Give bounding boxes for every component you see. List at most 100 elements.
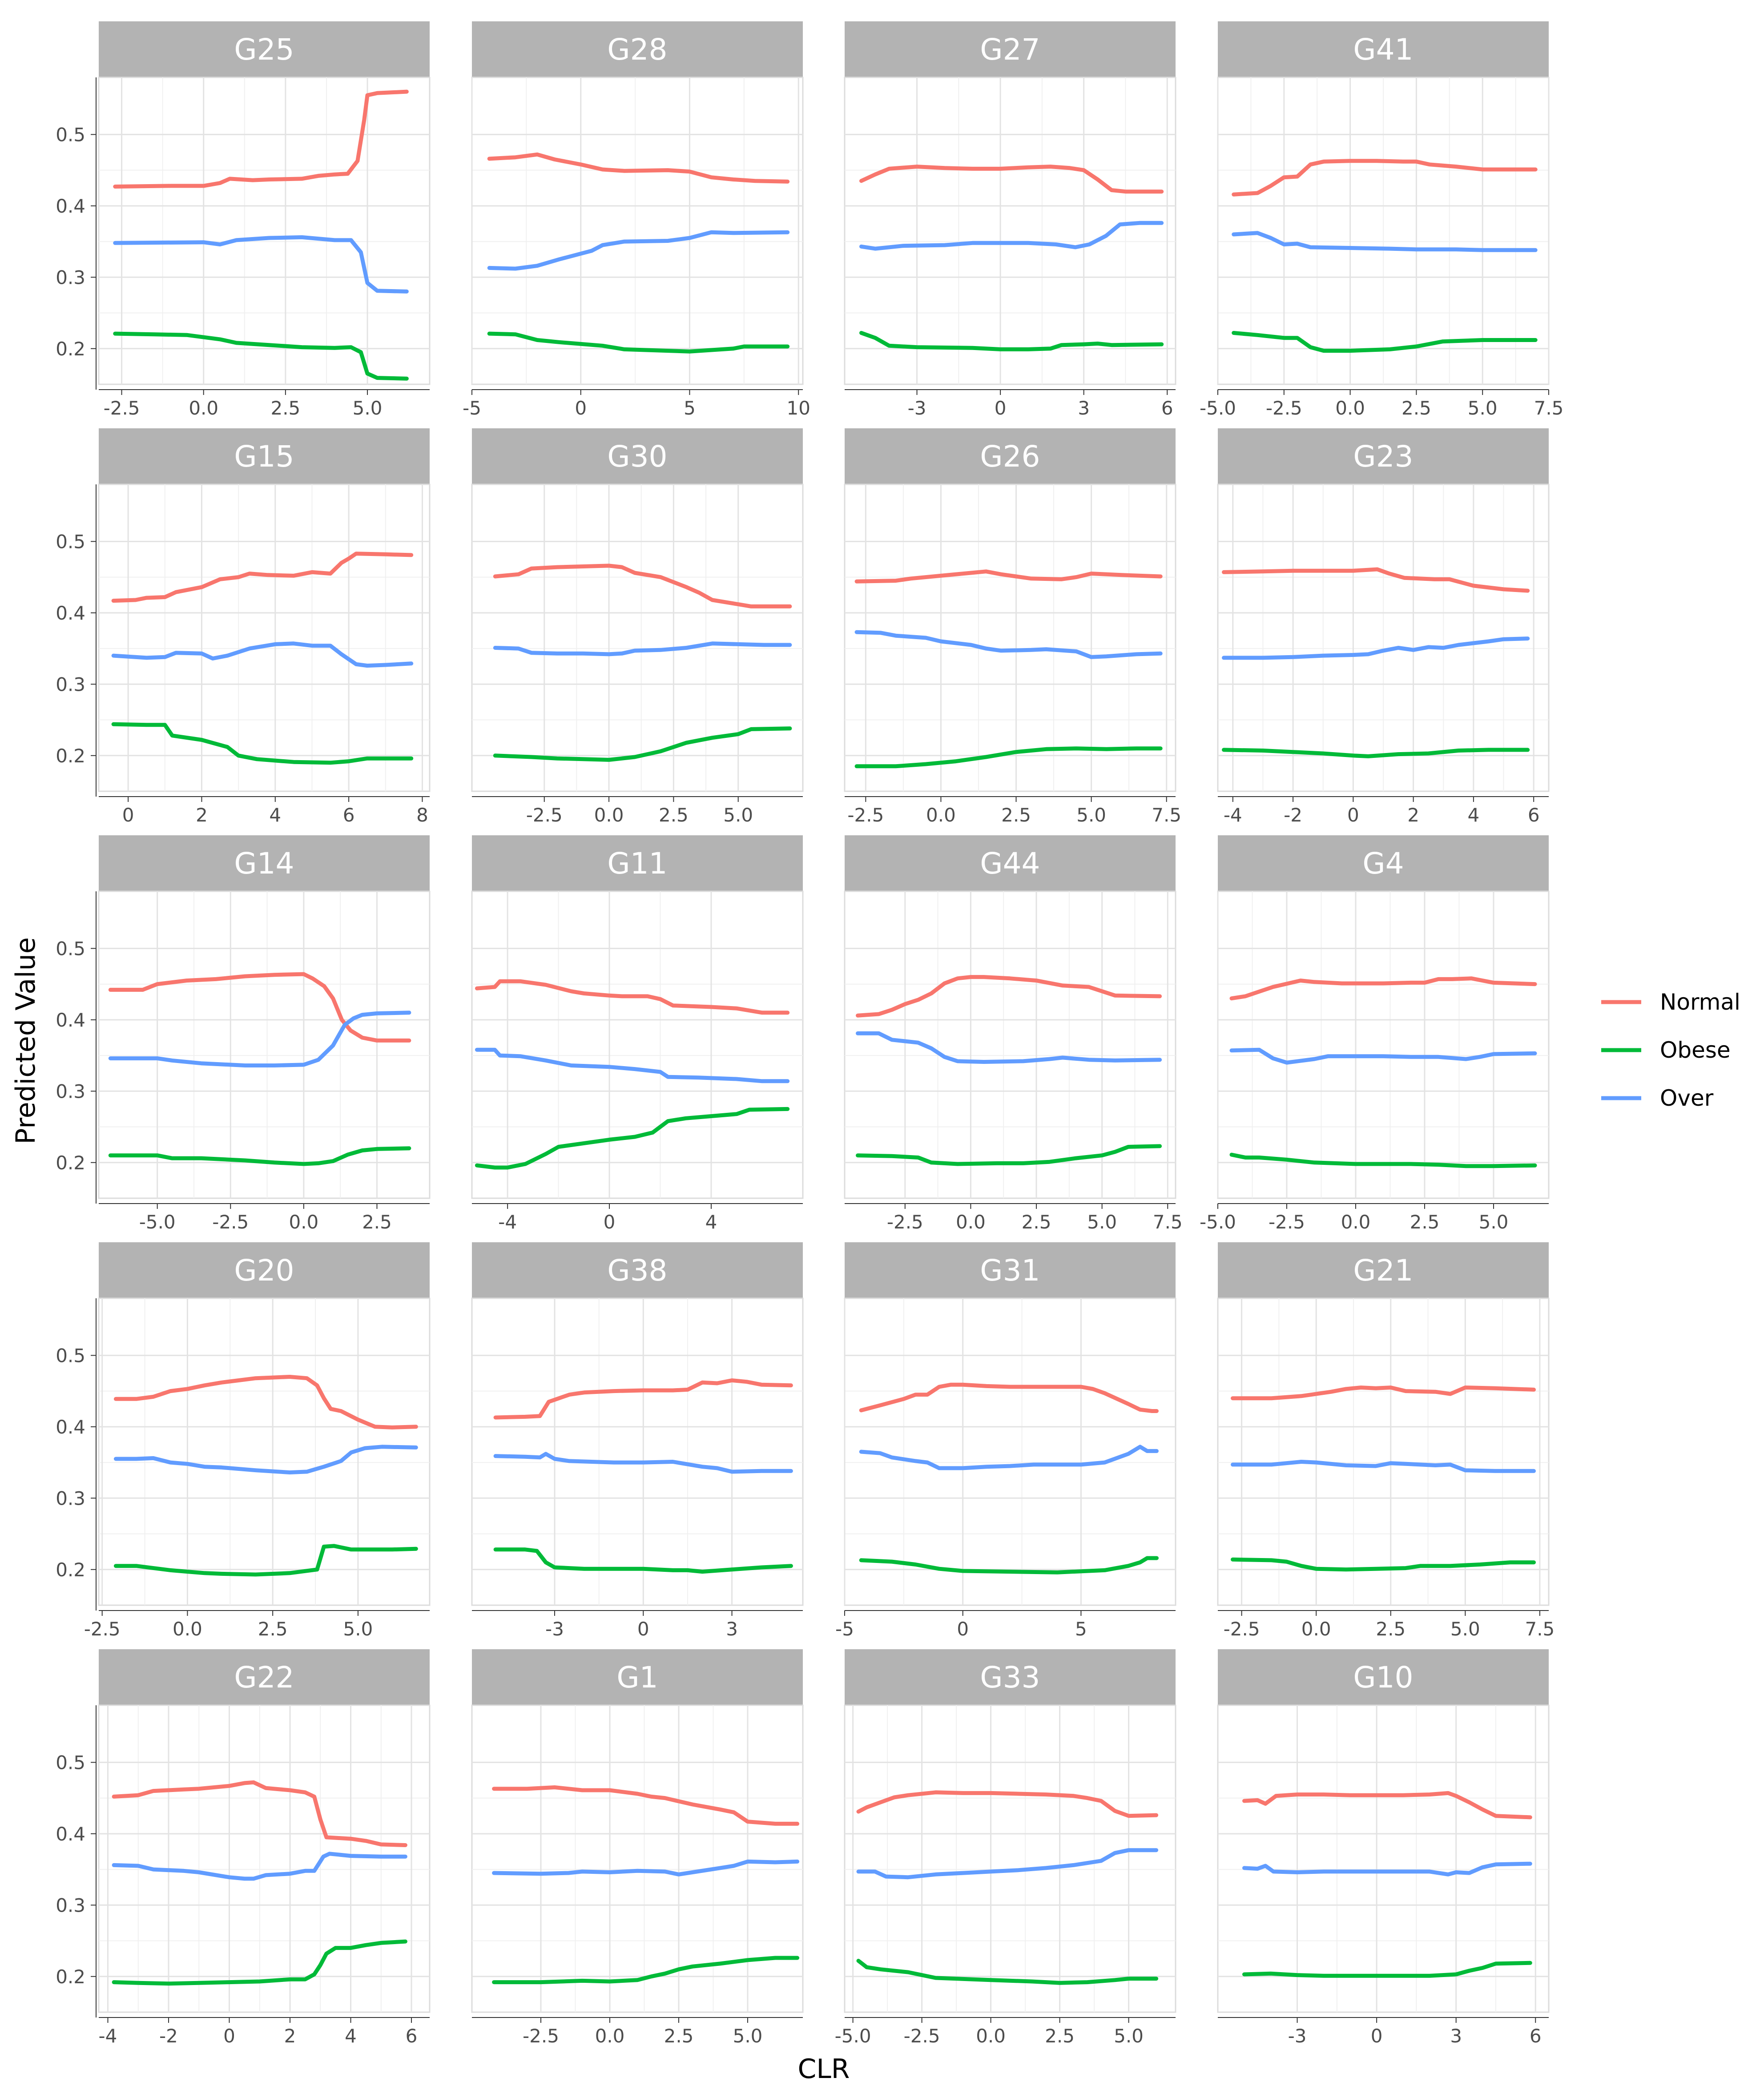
panel-plot-area (98, 483, 431, 792)
panel-strip-label: G44 (980, 846, 1040, 881)
series-line-normal (854, 569, 1163, 584)
panel-strip (845, 1242, 1176, 1298)
series-line-over (859, 221, 1164, 251)
series-line-obese (1229, 1152, 1537, 1168)
panel-strip (99, 1649, 430, 1705)
x-tick-label: -5.0 (139, 1211, 176, 1233)
panel-strip-label: G1 (616, 1660, 658, 1695)
series-line-obese (1232, 331, 1538, 353)
x-tick-label: 4 (269, 804, 281, 826)
series-line-obese (113, 331, 409, 381)
series-line-over (493, 1452, 793, 1474)
x-tick-label: 8 (416, 804, 428, 826)
x-tick-label: 10 (786, 397, 810, 419)
series-line-over (492, 1859, 800, 1877)
x-tick-label: 0 (575, 397, 587, 419)
legend-label: Obese (1660, 1037, 1731, 1063)
panel-strip-label: G31 (980, 1253, 1040, 1288)
y-axis-title: Predicted Value (10, 937, 41, 1144)
series-line-normal (475, 979, 790, 1015)
y-tick-label: 0.2 (56, 1559, 85, 1581)
series-line-normal (113, 89, 409, 189)
panel-g28: G28 -5 0 5 10 (463, 21, 810, 419)
panel-g10: G10 -3 0 3 6 (1217, 1649, 1550, 2047)
panel-strip-label: G33 (980, 1660, 1040, 1695)
series-line-normal (1222, 567, 1530, 593)
series-line-obese (487, 331, 790, 354)
x-tick-label: 2.5 (270, 397, 300, 419)
x-tick-label: 6 (1528, 804, 1540, 826)
panel-strip-label: G38 (607, 1253, 667, 1288)
series-line-normal (493, 564, 792, 608)
x-tick-label: 2.5 (659, 804, 689, 826)
x-tick-label: 6 (406, 2025, 418, 2047)
panel-strip-label: G30 (607, 439, 667, 474)
series-line-obese (108, 1146, 411, 1166)
panel-plot-area (844, 1297, 1176, 1606)
x-tick-label: -5.0 (1200, 1211, 1236, 1233)
y-tick-label: 0.5 (56, 1345, 85, 1366)
x-tick-label: 2 (1407, 804, 1419, 826)
x-tick-label: 0.0 (1335, 397, 1365, 419)
x-tick-label: -2.5 (904, 2025, 940, 2047)
x-tick-label: 5.0 (723, 804, 753, 826)
panel-g30: G30 -2.5 0.0 2.5 5.0 (471, 428, 804, 826)
x-tick-label: 0.0 (1341, 1211, 1371, 1233)
x-tick-label: 2.5 (1410, 1211, 1440, 1233)
series-line-obese (1231, 1557, 1536, 1572)
panel-g11: G11 -4 0 4 (471, 835, 804, 1233)
x-tick-label: 5.0 (343, 1618, 373, 1640)
series-line-normal (859, 1382, 1159, 1413)
x-tick-label: 4 (705, 1211, 717, 1233)
x-tick-label: -2.5 (104, 397, 140, 419)
x-tick-label: -4 (99, 2025, 117, 2047)
x-tick-label: 6 (343, 804, 355, 826)
y-tick-label: 0.3 (56, 673, 85, 695)
panel-g15: G15 0.2 0.3 0.4 0.5 0 2 4 6 8 (56, 428, 431, 826)
series-line-over (856, 1848, 1159, 1880)
x-tick-label: 5.0 (1450, 1618, 1480, 1640)
panel-g20: G20 0.2 0.3 0.4 0.5 -2.5 0.0 2.5 5.0 (56, 1242, 431, 1640)
series-line-obese (1242, 1961, 1532, 1978)
series-line-normal (492, 1785, 800, 1826)
panel-g23: G23 -4 -2 0 2 4 6 (1217, 428, 1550, 826)
panel-strip-label: G11 (607, 846, 667, 881)
y-tick-label: 0.4 (56, 602, 85, 624)
panel-strip-label: G14 (234, 846, 294, 881)
y-tick-label: 0.3 (56, 1894, 85, 1916)
series-line-over (856, 1031, 1162, 1064)
panel-strip-label: G10 (1353, 1660, 1413, 1695)
x-tick-label: -2.5 (523, 2025, 559, 2047)
series-line-over (475, 1047, 790, 1083)
x-tick-label: 5.0 (353, 397, 383, 419)
series-line-over (487, 230, 790, 271)
series-line-over (112, 1852, 407, 1881)
series-line-obese (493, 1547, 793, 1574)
x-tick-label: 7.5 (1152, 804, 1181, 826)
x-tick-label: 5.0 (1468, 397, 1498, 419)
series-line-normal (487, 152, 790, 184)
series-line-normal (1242, 1791, 1532, 1820)
x-tick-label: 5.0 (733, 2025, 763, 2047)
panel-g25: G25 0.2 0.3 0.4 0.5 -2.5 0.0 2.5 5.0 (56, 21, 431, 419)
y-tick-label: 0.2 (56, 1966, 85, 1988)
x-tick-label: 2.5 (1402, 397, 1431, 419)
series-line-over (1231, 1460, 1536, 1473)
series-line-over (859, 1445, 1159, 1470)
panel-strip (472, 835, 803, 891)
series-line-normal (493, 1378, 793, 1420)
x-tick-label: -3 (1288, 2025, 1307, 2047)
series-line-normal (856, 975, 1162, 1018)
x-tick-label: -2.5 (1266, 397, 1302, 419)
series-line-normal (108, 972, 411, 1043)
x-tick-label: -5.0 (835, 2025, 871, 2047)
series-line-obese (859, 1556, 1159, 1575)
x-tick-label: 0 (122, 804, 134, 826)
x-tick-label: 0.0 (1301, 1618, 1331, 1640)
panel-plot-area (98, 1297, 431, 1606)
x-tick-label: 5.0 (1076, 804, 1106, 826)
x-tick-label: 0 (637, 1618, 649, 1640)
panel-strip-label: G28 (607, 32, 667, 67)
legend-entry-normal: Normal (1601, 989, 1740, 1015)
x-tick-label: 6 (1161, 397, 1173, 419)
